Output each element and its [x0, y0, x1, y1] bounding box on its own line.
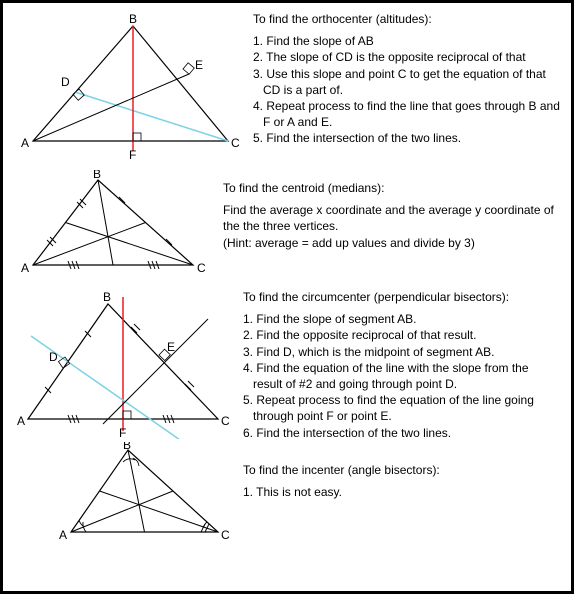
heading-centroid: To find the centroid (medians):	[223, 180, 561, 196]
diagram-incenter: A B C	[13, 442, 233, 552]
label-C: C	[221, 414, 230, 428]
step: 1. Find the slope of AB	[253, 33, 561, 49]
label-A: A	[21, 136, 29, 150]
label-B: B	[129, 12, 137, 26]
text-circumcenter: To find the circumcenter (perpendicular …	[233, 289, 561, 441]
heading-circumcenter: To find the circumcenter (perpendicular …	[243, 289, 561, 305]
diagram-circumcenter: A B C D E F	[13, 289, 233, 444]
label-E: E	[167, 340, 175, 354]
page: A B C D E F To find the orthocenter (alt…	[0, 0, 574, 594]
label-A: A	[21, 261, 29, 275]
label-A: A	[17, 414, 25, 428]
step: 5. Find the intersection of the two line…	[253, 130, 561, 146]
label-D: D	[61, 75, 70, 89]
body-line: Find the average x coordinate and the av…	[223, 202, 561, 234]
row-circumcenter: A B C D E F To find the circumcenter (pe…	[13, 289, 561, 444]
step: 5. Repeat process to find the equation o…	[243, 392, 561, 424]
label-B: B	[123, 442, 131, 452]
heading-incenter: To find the incenter (angle bisectors):	[243, 462, 440, 478]
row-centroid: A B C To find the centroid (medians): Fi…	[13, 170, 561, 285]
text-orthocenter: To find the orthocenter (altitudes): 1. …	[243, 11, 561, 147]
label-B: B	[103, 290, 111, 304]
label-F: F	[119, 426, 126, 439]
step: 1. Find the slope of segment AB.	[243, 311, 561, 327]
label-C: C	[231, 136, 240, 150]
step: 1. This is not easy.	[243, 484, 440, 500]
label-A: A	[59, 528, 67, 542]
heading-orthocenter: To find the orthocenter (altitudes):	[253, 11, 561, 27]
label-D: D	[49, 350, 58, 364]
row-orthocenter: A B C D E F To find the orthocenter (alt…	[13, 11, 561, 166]
step: 4. Find the equation of the line with th…	[243, 360, 561, 392]
step: 2. Find the opposite reciprocal of that …	[243, 327, 561, 343]
label-F: F	[129, 148, 136, 161]
label-C: C	[197, 261, 206, 275]
step: 2. The slope of CD is the opposite recip…	[253, 49, 561, 65]
body-line: (Hint: average = add up values and divid…	[223, 235, 561, 251]
label-C: C	[221, 528, 230, 542]
step: 6. Find the intersection of the two line…	[243, 425, 561, 441]
row-incenter: A B C To find the incenter (angle bisect…	[13, 442, 561, 552]
label-B: B	[93, 170, 101, 181]
diagram-centroid: A B C	[13, 170, 213, 285]
text-incenter: To find the incenter (angle bisectors): …	[233, 442, 440, 500]
step: 3. Find D, which is the midpoint of segm…	[243, 344, 561, 360]
step: 3. Use this slope and point C to get the…	[253, 66, 561, 98]
step: 4. Repeat process to find the line that …	[253, 98, 561, 130]
diagram-orthocenter: A B C D E F	[13, 11, 243, 166]
label-E: E	[195, 58, 203, 72]
text-centroid: To find the centroid (medians): Find the…	[213, 170, 561, 251]
